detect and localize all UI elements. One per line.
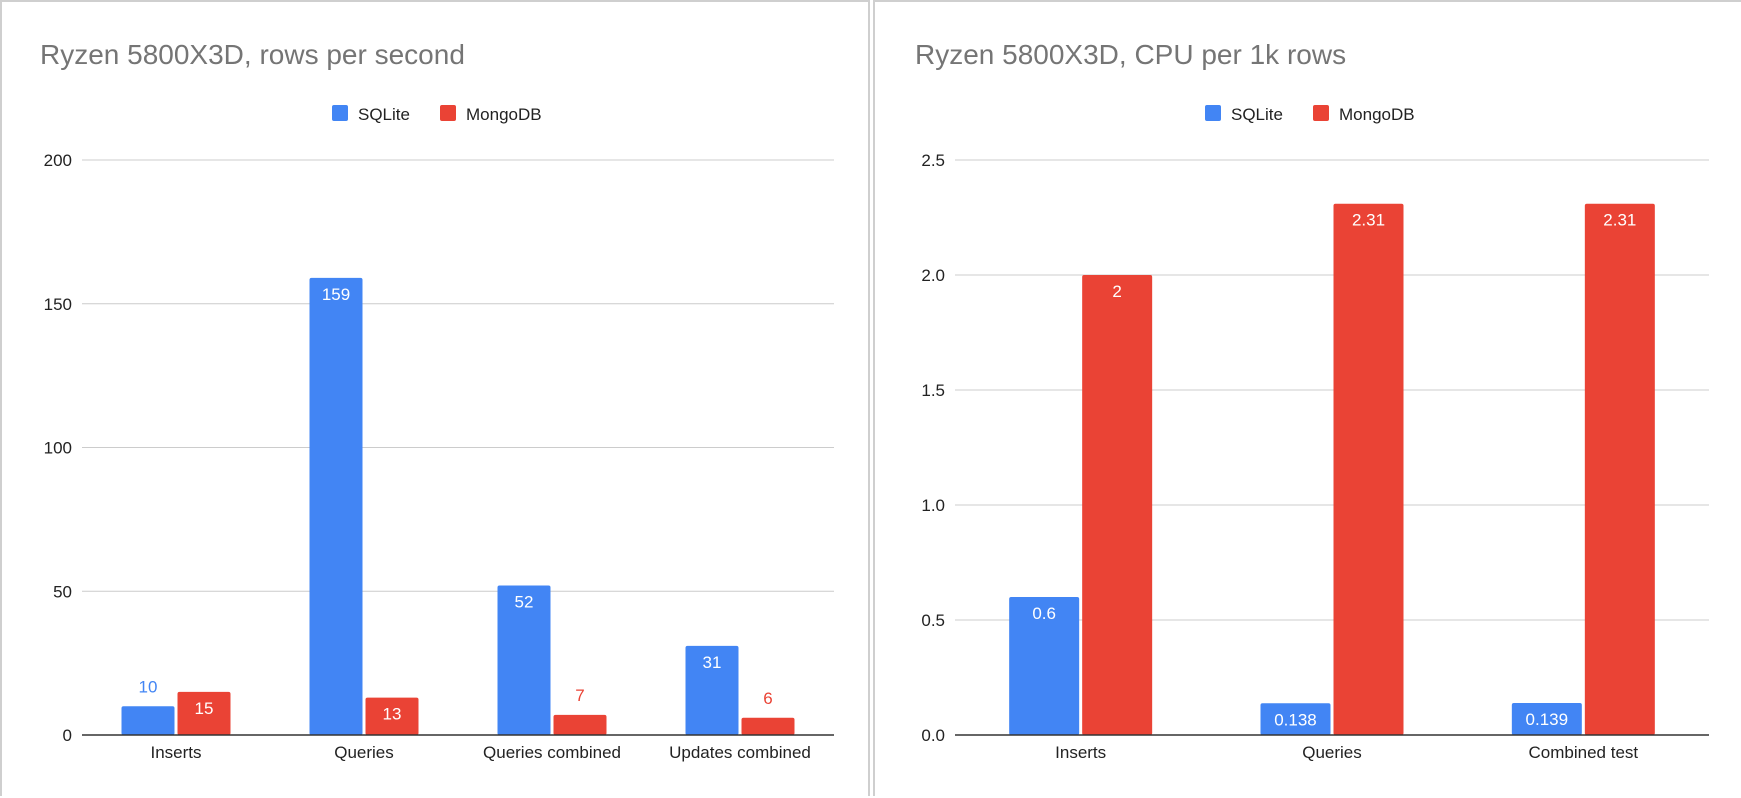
chart-rows-per-second: Ryzen 5800X3D, rows per second SQLite Mong…	[40, 39, 834, 762]
chart-0-data-label-sqlite-2: 52	[515, 593, 534, 612]
chart-1-data-label-mongodb-2: 2.31	[1603, 211, 1636, 230]
chart-1-bar-sqlite-1	[1260, 703, 1331, 735]
chart-0-data-label-sqlite-0: 10	[139, 677, 158, 696]
chart-1-data-label-mongodb-1: 2.31	[1352, 211, 1385, 230]
chart-1-ytick-label: 0.0	[921, 726, 945, 745]
chart-0-data-label-sqlite-3: 31	[703, 653, 722, 672]
chart-panel-cpu-per-1k-rows: Ryzen 5800X3D, CPU per 1k rows SQLite Mong…	[873, 0, 1741, 796]
chart-0-data-label-mongodb-1: 13	[383, 705, 402, 724]
chart-0-legend-swatch-1	[440, 105, 456, 121]
chart-0-bar-mongodb-3	[741, 717, 795, 735]
chart-0-ytick-label: 0	[63, 726, 72, 745]
chart-0-bar-mongodb-1	[365, 697, 419, 735]
chart-0-legend-label-1: MongoDB	[466, 105, 542, 124]
chart-1-bar-sqlite-2	[1511, 703, 1582, 735]
chart-1-legend-label-0: SQLite	[1231, 105, 1283, 124]
chart-1-bar-sqlite-0	[1009, 597, 1080, 735]
chart-1-ytick-label: 2.5	[921, 151, 945, 170]
chart-1-ytick-label: 2.0	[921, 266, 945, 285]
chart-0-category-label: Queries	[334, 743, 394, 762]
chart-0-category-label: Updates combined	[669, 743, 811, 762]
chart-0-category-label: Queries combined	[483, 743, 621, 762]
chart-0-category-label: Inserts	[150, 743, 201, 762]
chart-1-bar-mongodb-1	[1333, 203, 1404, 735]
chart-1-category-label: Inserts	[1055, 743, 1106, 762]
chart-0-legend-swatch-0	[332, 105, 348, 121]
chart-1-ytick-label: 1.5	[921, 381, 945, 400]
chart-0-bar-mongodb-0	[177, 691, 231, 735]
chart-1-category-label: Queries	[1302, 743, 1362, 762]
chart-0-data-label-mongodb-3: 6	[763, 689, 772, 708]
chart-0-ytick-label: 150	[44, 295, 72, 314]
chart-1-bar-mongodb-0	[1082, 275, 1153, 735]
chart-0-title: Ryzen 5800X3D, rows per second	[40, 39, 465, 70]
chart-0-data-label-mongodb-0: 15	[195, 699, 214, 718]
chart-0-legend-label-0: SQLite	[358, 105, 410, 124]
chart-1-title: Ryzen 5800X3D, CPU per 1k rows	[915, 39, 1346, 70]
chart-0-bar-sqlite-0	[121, 706, 175, 735]
chart-panel-rows-per-second: Ryzen 5800X3D, rows per second SQLite Mong…	[0, 0, 870, 796]
chart-0-ytick-label: 50	[53, 582, 72, 601]
chart-1-legend-label-1: MongoDB	[1339, 105, 1415, 124]
chart-0-data-label-mongodb-2: 7	[575, 686, 584, 705]
chart-1-legend-swatch-0	[1205, 105, 1221, 121]
chart-1-data-label-sqlite-2: 0.139	[1526, 710, 1569, 729]
chart-0-bar-sqlite-3	[685, 645, 739, 735]
chart-1-ytick-label: 1.0	[921, 496, 945, 515]
chart-1-ytick-label: 0.5	[921, 611, 945, 630]
chart-0-ytick-label: 200	[44, 151, 72, 170]
chart-1-data-label-sqlite-1: 0.138	[1274, 710, 1317, 729]
chart-1-legend-swatch-1	[1313, 105, 1329, 121]
chart-0-bar-sqlite-2	[497, 585, 551, 735]
chart-1-bar-mongodb-2	[1584, 203, 1655, 735]
chart-0-ytick-label: 100	[44, 439, 72, 458]
chart-0-bar-mongodb-2	[553, 714, 607, 735]
chart-1-category-label: Combined test	[1529, 743, 1639, 762]
chart-0-data-label-sqlite-1: 159	[322, 285, 350, 304]
chart-0-bar-sqlite-1	[309, 277, 363, 735]
chart-cpu-per-1k-rows: Ryzen 5800X3D, CPU per 1k rows SQLite Mong…	[915, 39, 1709, 762]
chart-1-data-label-mongodb-0: 2	[1112, 282, 1121, 301]
chart-1-data-label-sqlite-0: 0.6	[1032, 604, 1056, 623]
